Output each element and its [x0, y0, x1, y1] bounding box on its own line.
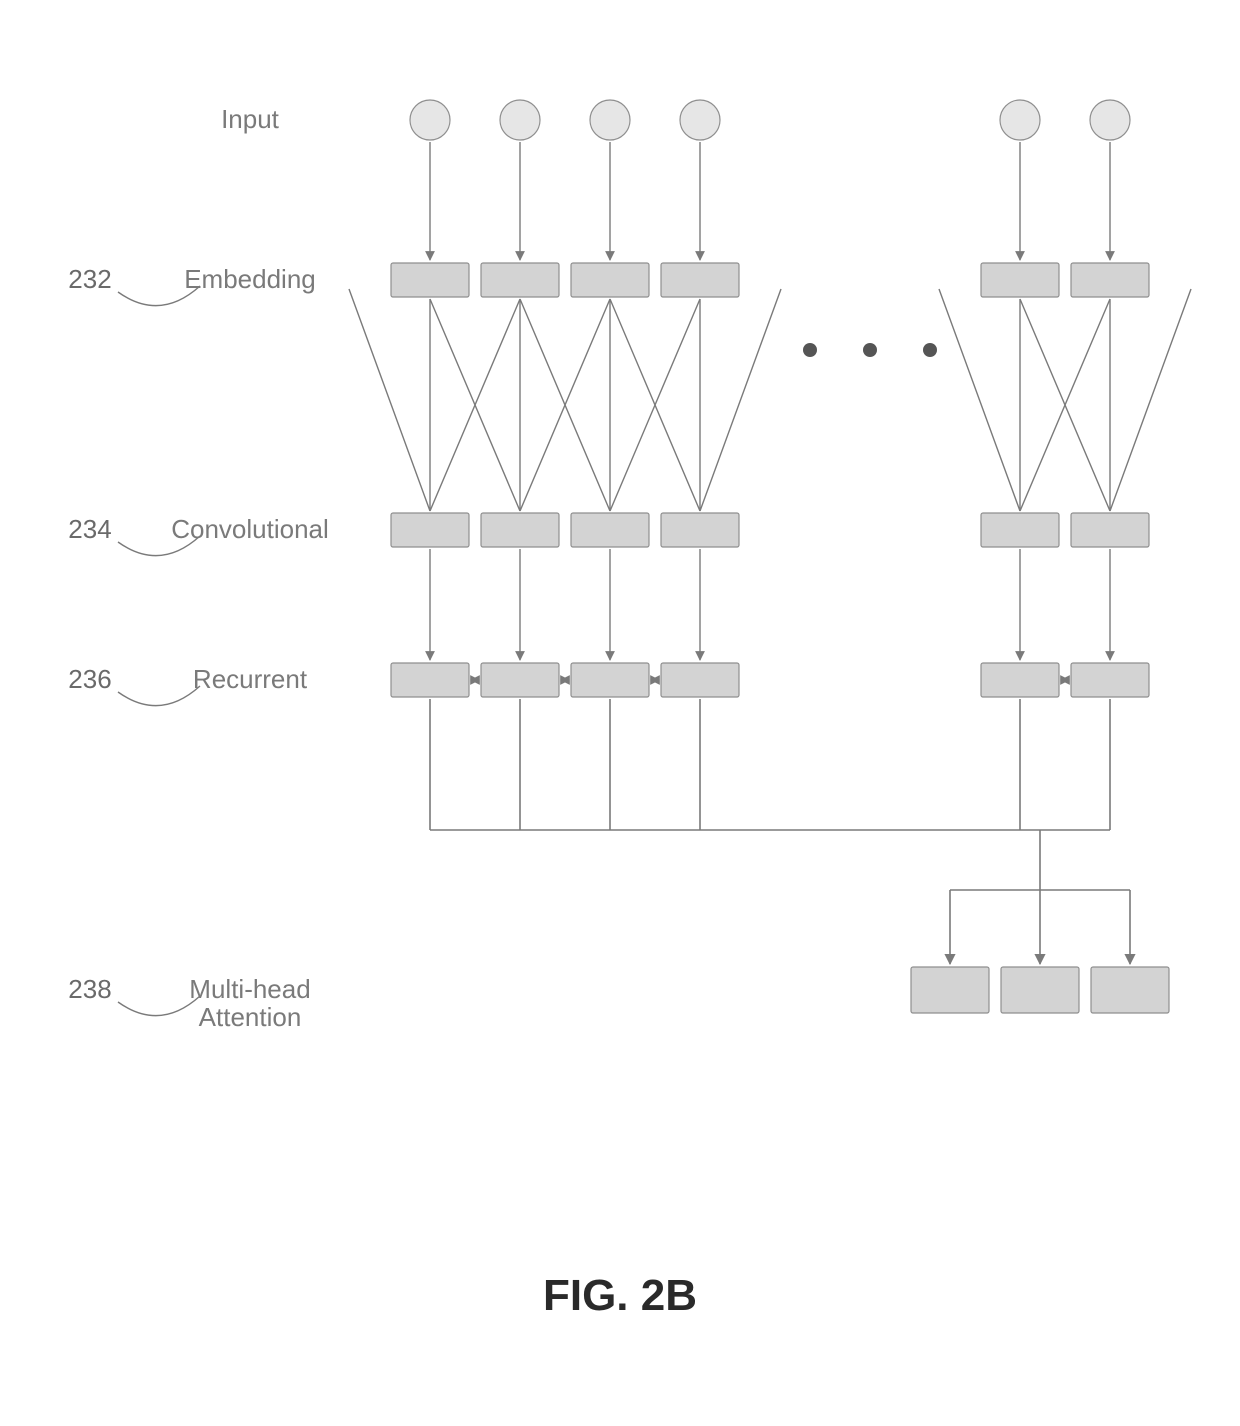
recurrent-node-0	[391, 663, 469, 697]
figure-title: FIG. 2B	[543, 1271, 697, 1320]
input-node-3	[680, 100, 720, 140]
attention-head-1	[1001, 967, 1079, 1013]
diagram-canvas: InputEmbedding232Convolutional234Recurre…	[0, 0, 1240, 1426]
input-node-4	[1000, 100, 1040, 140]
conv-node-4	[981, 513, 1059, 547]
edge	[1110, 289, 1191, 511]
conv-node-5	[1071, 513, 1149, 547]
ref-236: 236	[68, 664, 111, 694]
input-node-5	[1090, 100, 1130, 140]
recurrent-node-1	[481, 663, 559, 697]
embedding-node-2	[571, 263, 649, 297]
layer-label-embedding: Embedding	[184, 264, 316, 294]
ellipsis-dot-0	[803, 343, 817, 357]
edge	[700, 289, 781, 511]
layer-label-input: Input	[221, 104, 280, 134]
ellipsis-dot-1	[863, 343, 877, 357]
layer-label-recurrent: Recurrent	[193, 664, 308, 694]
conv-node-3	[661, 513, 739, 547]
ref-234: 234	[68, 514, 111, 544]
embedding-node-3	[661, 263, 739, 297]
ref-232: 232	[68, 264, 111, 294]
input-node-0	[410, 100, 450, 140]
embedding-node-1	[481, 263, 559, 297]
input-node-1	[500, 100, 540, 140]
recurrent-node-4	[981, 663, 1059, 697]
edge	[349, 289, 430, 511]
ellipsis-dot-2	[923, 343, 937, 357]
edge	[939, 289, 1020, 511]
layer-label-attention: Attention	[199, 1002, 302, 1032]
recurrent-node-2	[571, 663, 649, 697]
recurrent-node-5	[1071, 663, 1149, 697]
input-node-2	[590, 100, 630, 140]
embedding-node-5	[1071, 263, 1149, 297]
embedding-node-0	[391, 263, 469, 297]
leader-238	[118, 996, 200, 1016]
conv-node-1	[481, 513, 559, 547]
attention-head-2	[1091, 967, 1169, 1013]
conv-node-2	[571, 513, 649, 547]
embedding-node-4	[981, 263, 1059, 297]
layer-label-attention: Multi-head	[189, 974, 310, 1004]
recurrent-node-3	[661, 663, 739, 697]
attention-head-0	[911, 967, 989, 1013]
leader-236	[118, 686, 200, 706]
ref-238: 238	[68, 974, 111, 1004]
conv-node-0	[391, 513, 469, 547]
